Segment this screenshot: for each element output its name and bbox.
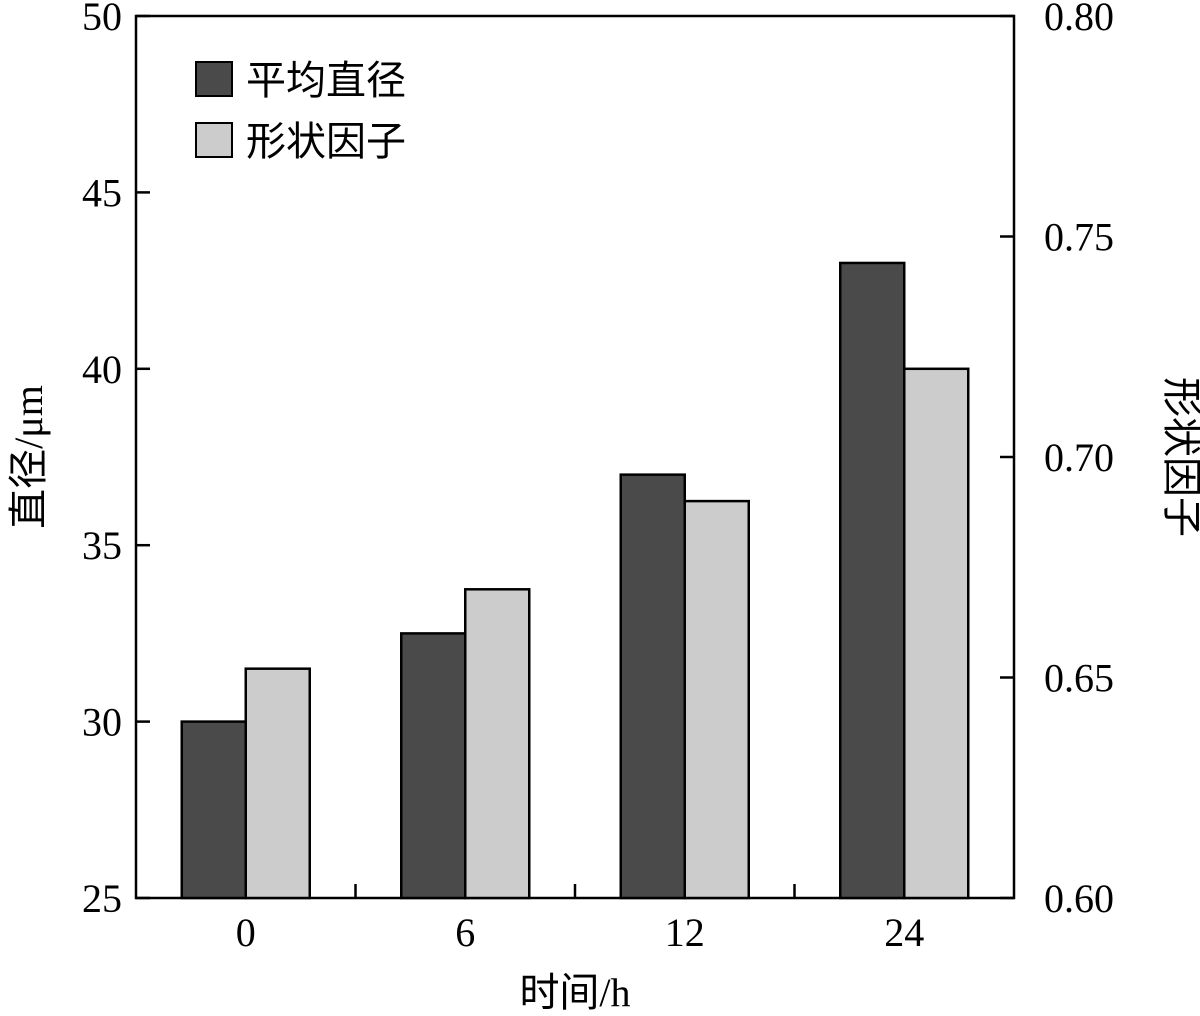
bar-mean-diameter — [400, 632, 467, 900]
legend-label-diameter: 平均直径 — [246, 58, 406, 103]
bar-shape-factor — [244, 667, 311, 900]
left-tick-label: 50 — [82, 0, 122, 39]
left-tick-label: 45 — [82, 170, 122, 215]
right-axis: 0.60 0.65 0.70 0.75 0.80 — [1000, 0, 1114, 921]
x-axis-title: 时间/h — [519, 970, 630, 1015]
right-tick-label: 0.75 — [1044, 215, 1114, 260]
bars — [180, 261, 970, 900]
right-tick-label: 0.60 — [1044, 876, 1114, 921]
legend: 平均直径 形状因子 — [195, 58, 406, 164]
x-tick-label: 24 — [884, 910, 924, 955]
right-tick-label: 0.80 — [1044, 0, 1114, 39]
left-tick-label: 30 — [82, 700, 122, 745]
legend-swatch-shape-factor — [195, 122, 233, 158]
left-tick-label: 25 — [82, 876, 122, 921]
bar-shape-factor — [903, 367, 970, 900]
left-tick-label: 35 — [82, 523, 122, 568]
bar-mean-diameter — [839, 261, 906, 900]
legend-label-shape-factor: 形状因子 — [246, 119, 406, 164]
right-tick-label: 0.65 — [1044, 656, 1114, 701]
y-axis-title-left: 直径/μm — [6, 385, 51, 529]
right-tick-label: 0.70 — [1044, 435, 1114, 480]
left-axis: 25 30 35 40 45 50 — [82, 0, 150, 921]
x-axis: 0 6 12 24 — [236, 884, 924, 955]
bar-shape-factor — [464, 588, 531, 900]
y-axis-title-right: 形状因子 — [1159, 377, 1200, 537]
bar-mean-diameter — [180, 720, 247, 900]
bar-shape-factor — [683, 499, 750, 900]
legend-swatch-diameter — [195, 61, 233, 97]
left-tick-label: 40 — [82, 347, 122, 392]
x-tick-label: 12 — [665, 910, 705, 955]
x-tick-label: 6 — [455, 910, 475, 955]
bar-mean-diameter — [619, 473, 686, 900]
x-tick-label: 0 — [236, 910, 256, 955]
